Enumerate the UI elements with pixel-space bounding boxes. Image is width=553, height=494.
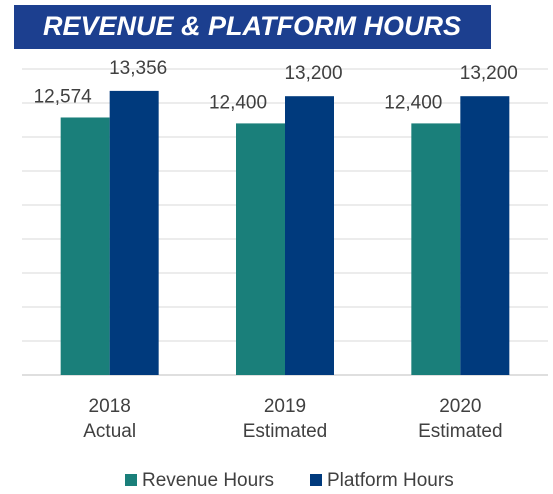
bar [460, 96, 510, 375]
data-label: 13,356 [109, 58, 167, 79]
bar [285, 96, 334, 375]
data-label: 12,400 [384, 92, 442, 113]
x-tick-label: 2018 [89, 396, 131, 417]
legend-label: Revenue Hours [142, 470, 274, 491]
data-label: 12,574 [34, 86, 93, 107]
bar [60, 117, 110, 375]
legend-swatch [310, 474, 322, 486]
bar [109, 90, 159, 376]
bar [236, 123, 285, 376]
title-banner [14, 5, 491, 49]
x-tick-label: Actual [83, 421, 136, 442]
x-tick-label: Estimated [418, 421, 502, 442]
legend-label: Platform Hours [327, 470, 454, 491]
data-label: 13,200 [460, 63, 518, 84]
x-tick-label: 2020 [439, 396, 481, 417]
data-label: 12,400 [209, 92, 267, 113]
x-tick-label: 2019 [264, 396, 306, 417]
chart-title: REVENUE & PLATFORM HOURS [43, 11, 461, 41]
legend-swatch [125, 474, 137, 486]
data-label: 13,200 [284, 63, 342, 84]
bar [411, 123, 461, 376]
x-tick-label: Estimated [243, 421, 327, 442]
